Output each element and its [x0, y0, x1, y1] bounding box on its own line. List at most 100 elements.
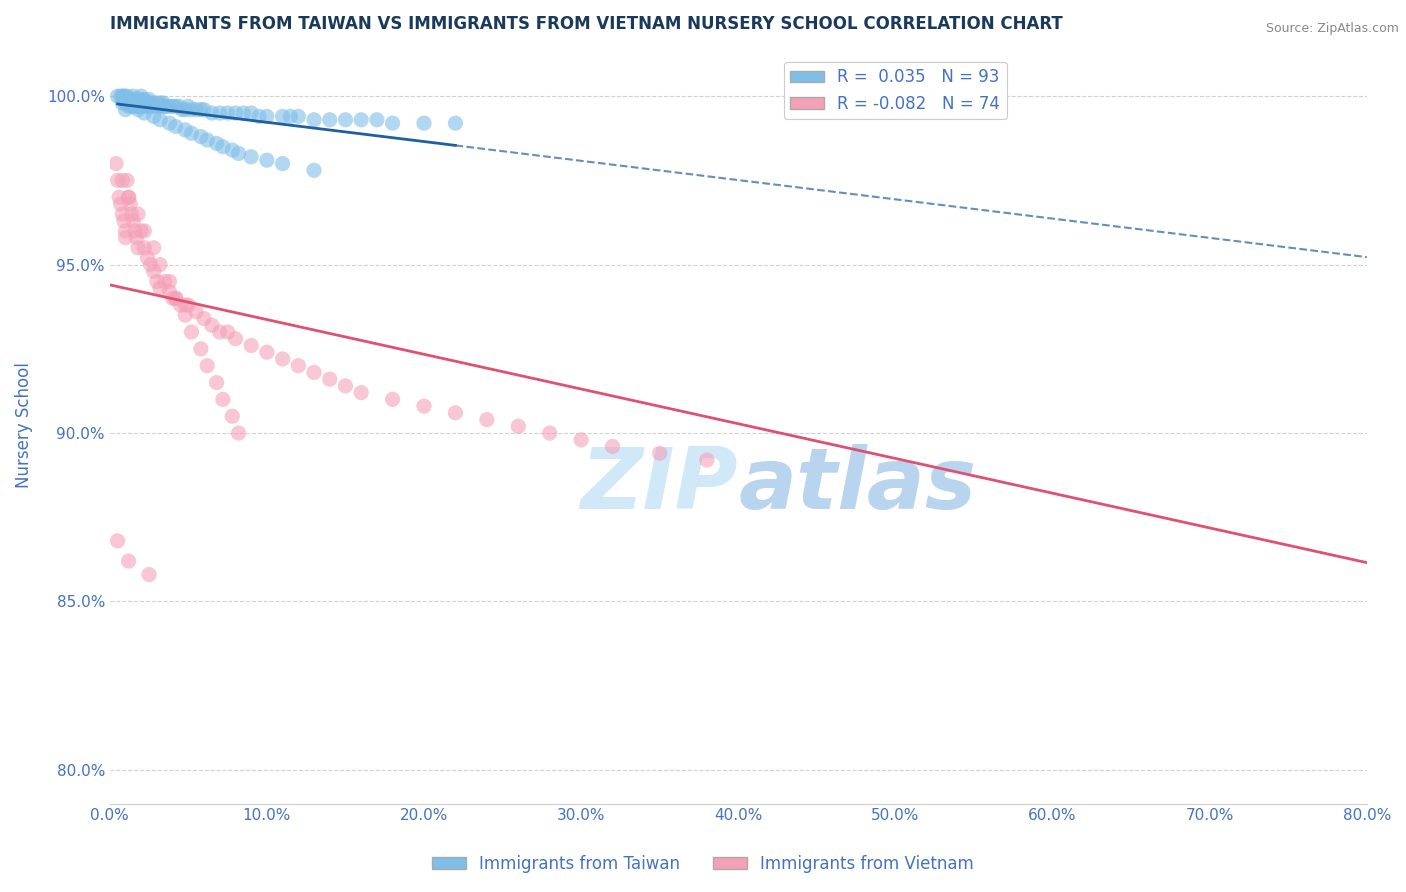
- Point: [212, 392, 235, 407]
- Point: [134, 224, 156, 238]
- Point: [162, 291, 184, 305]
- Point: [538, 425, 561, 440]
- Point: [117, 190, 139, 204]
- Point: [177, 298, 200, 312]
- Point: [139, 95, 162, 110]
- Point: [114, 89, 136, 103]
- Point: [117, 93, 139, 107]
- Point: [135, 95, 157, 110]
- Point: [149, 281, 172, 295]
- Point: [112, 214, 135, 228]
- Text: IMMIGRANTS FROM TAIWAN VS IMMIGRANTS FROM VIETNAM NURSERY SCHOOL CORRELATION CHA: IMMIGRANTS FROM TAIWAN VS IMMIGRANTS FRO…: [110, 15, 1063, 33]
- Point: [138, 567, 160, 582]
- Point: [127, 93, 149, 107]
- Point: [149, 112, 172, 127]
- Point: [107, 89, 129, 103]
- Point: [319, 372, 342, 386]
- Point: [165, 291, 187, 305]
- Point: [153, 99, 176, 113]
- Point: [201, 318, 224, 333]
- Point: [413, 399, 436, 413]
- Point: [117, 554, 139, 568]
- Point: [569, 433, 592, 447]
- Point: [381, 392, 404, 407]
- Point: [177, 99, 200, 113]
- Point: [201, 106, 224, 120]
- Point: [117, 190, 139, 204]
- Point: [205, 376, 228, 390]
- Text: Source: ZipAtlas.com: Source: ZipAtlas.com: [1265, 22, 1399, 36]
- Point: [444, 116, 467, 130]
- Point: [165, 120, 187, 134]
- Point: [117, 99, 139, 113]
- Point: [108, 190, 131, 204]
- Point: [107, 173, 129, 187]
- Point: [232, 106, 254, 120]
- Point: [142, 264, 165, 278]
- Point: [120, 95, 142, 110]
- Point: [139, 258, 162, 272]
- Point: [256, 345, 278, 359]
- Point: [114, 224, 136, 238]
- Point: [271, 156, 294, 170]
- Point: [963, 89, 986, 103]
- Point: [124, 93, 146, 107]
- Point: [111, 207, 134, 221]
- Point: [240, 106, 263, 120]
- Point: [208, 325, 231, 339]
- Point: [170, 103, 193, 117]
- Point: [134, 99, 156, 113]
- Point: [280, 110, 302, 124]
- Point: [195, 133, 218, 147]
- Point: [190, 103, 212, 117]
- Point: [224, 332, 246, 346]
- Point: [129, 99, 152, 113]
- Point: [111, 95, 134, 110]
- Point: [190, 129, 212, 144]
- Point: [159, 99, 181, 113]
- Point: [125, 230, 148, 244]
- Point: [256, 110, 278, 124]
- Point: [271, 351, 294, 366]
- Point: [127, 207, 149, 221]
- Point: [128, 95, 150, 110]
- Point: [366, 112, 388, 127]
- Point: [174, 123, 197, 137]
- Point: [110, 89, 132, 103]
- Point: [335, 112, 357, 127]
- Point: [132, 95, 155, 110]
- Point: [186, 305, 208, 319]
- Point: [174, 298, 197, 312]
- Point: [167, 99, 190, 113]
- Point: [111, 173, 134, 187]
- Point: [159, 275, 181, 289]
- Point: [256, 153, 278, 168]
- Point: [508, 419, 530, 434]
- Point: [129, 93, 152, 107]
- Point: [146, 275, 169, 289]
- Point: [120, 197, 142, 211]
- Point: [228, 425, 250, 440]
- Point: [110, 197, 132, 211]
- Point: [247, 110, 270, 124]
- Point: [193, 311, 215, 326]
- Point: [127, 103, 149, 117]
- Point: [150, 99, 173, 113]
- Point: [138, 93, 160, 107]
- Point: [186, 103, 208, 117]
- Point: [287, 110, 309, 124]
- Point: [153, 275, 176, 289]
- Point: [143, 99, 166, 113]
- Point: [302, 112, 325, 127]
- Point: [195, 359, 218, 373]
- Point: [134, 93, 156, 107]
- Point: [122, 95, 145, 110]
- Point: [217, 106, 239, 120]
- Point: [134, 106, 156, 120]
- Point: [224, 106, 246, 120]
- Point: [107, 533, 129, 548]
- Point: [121, 99, 143, 113]
- Point: [136, 99, 159, 113]
- Point: [114, 95, 136, 110]
- Point: [136, 251, 159, 265]
